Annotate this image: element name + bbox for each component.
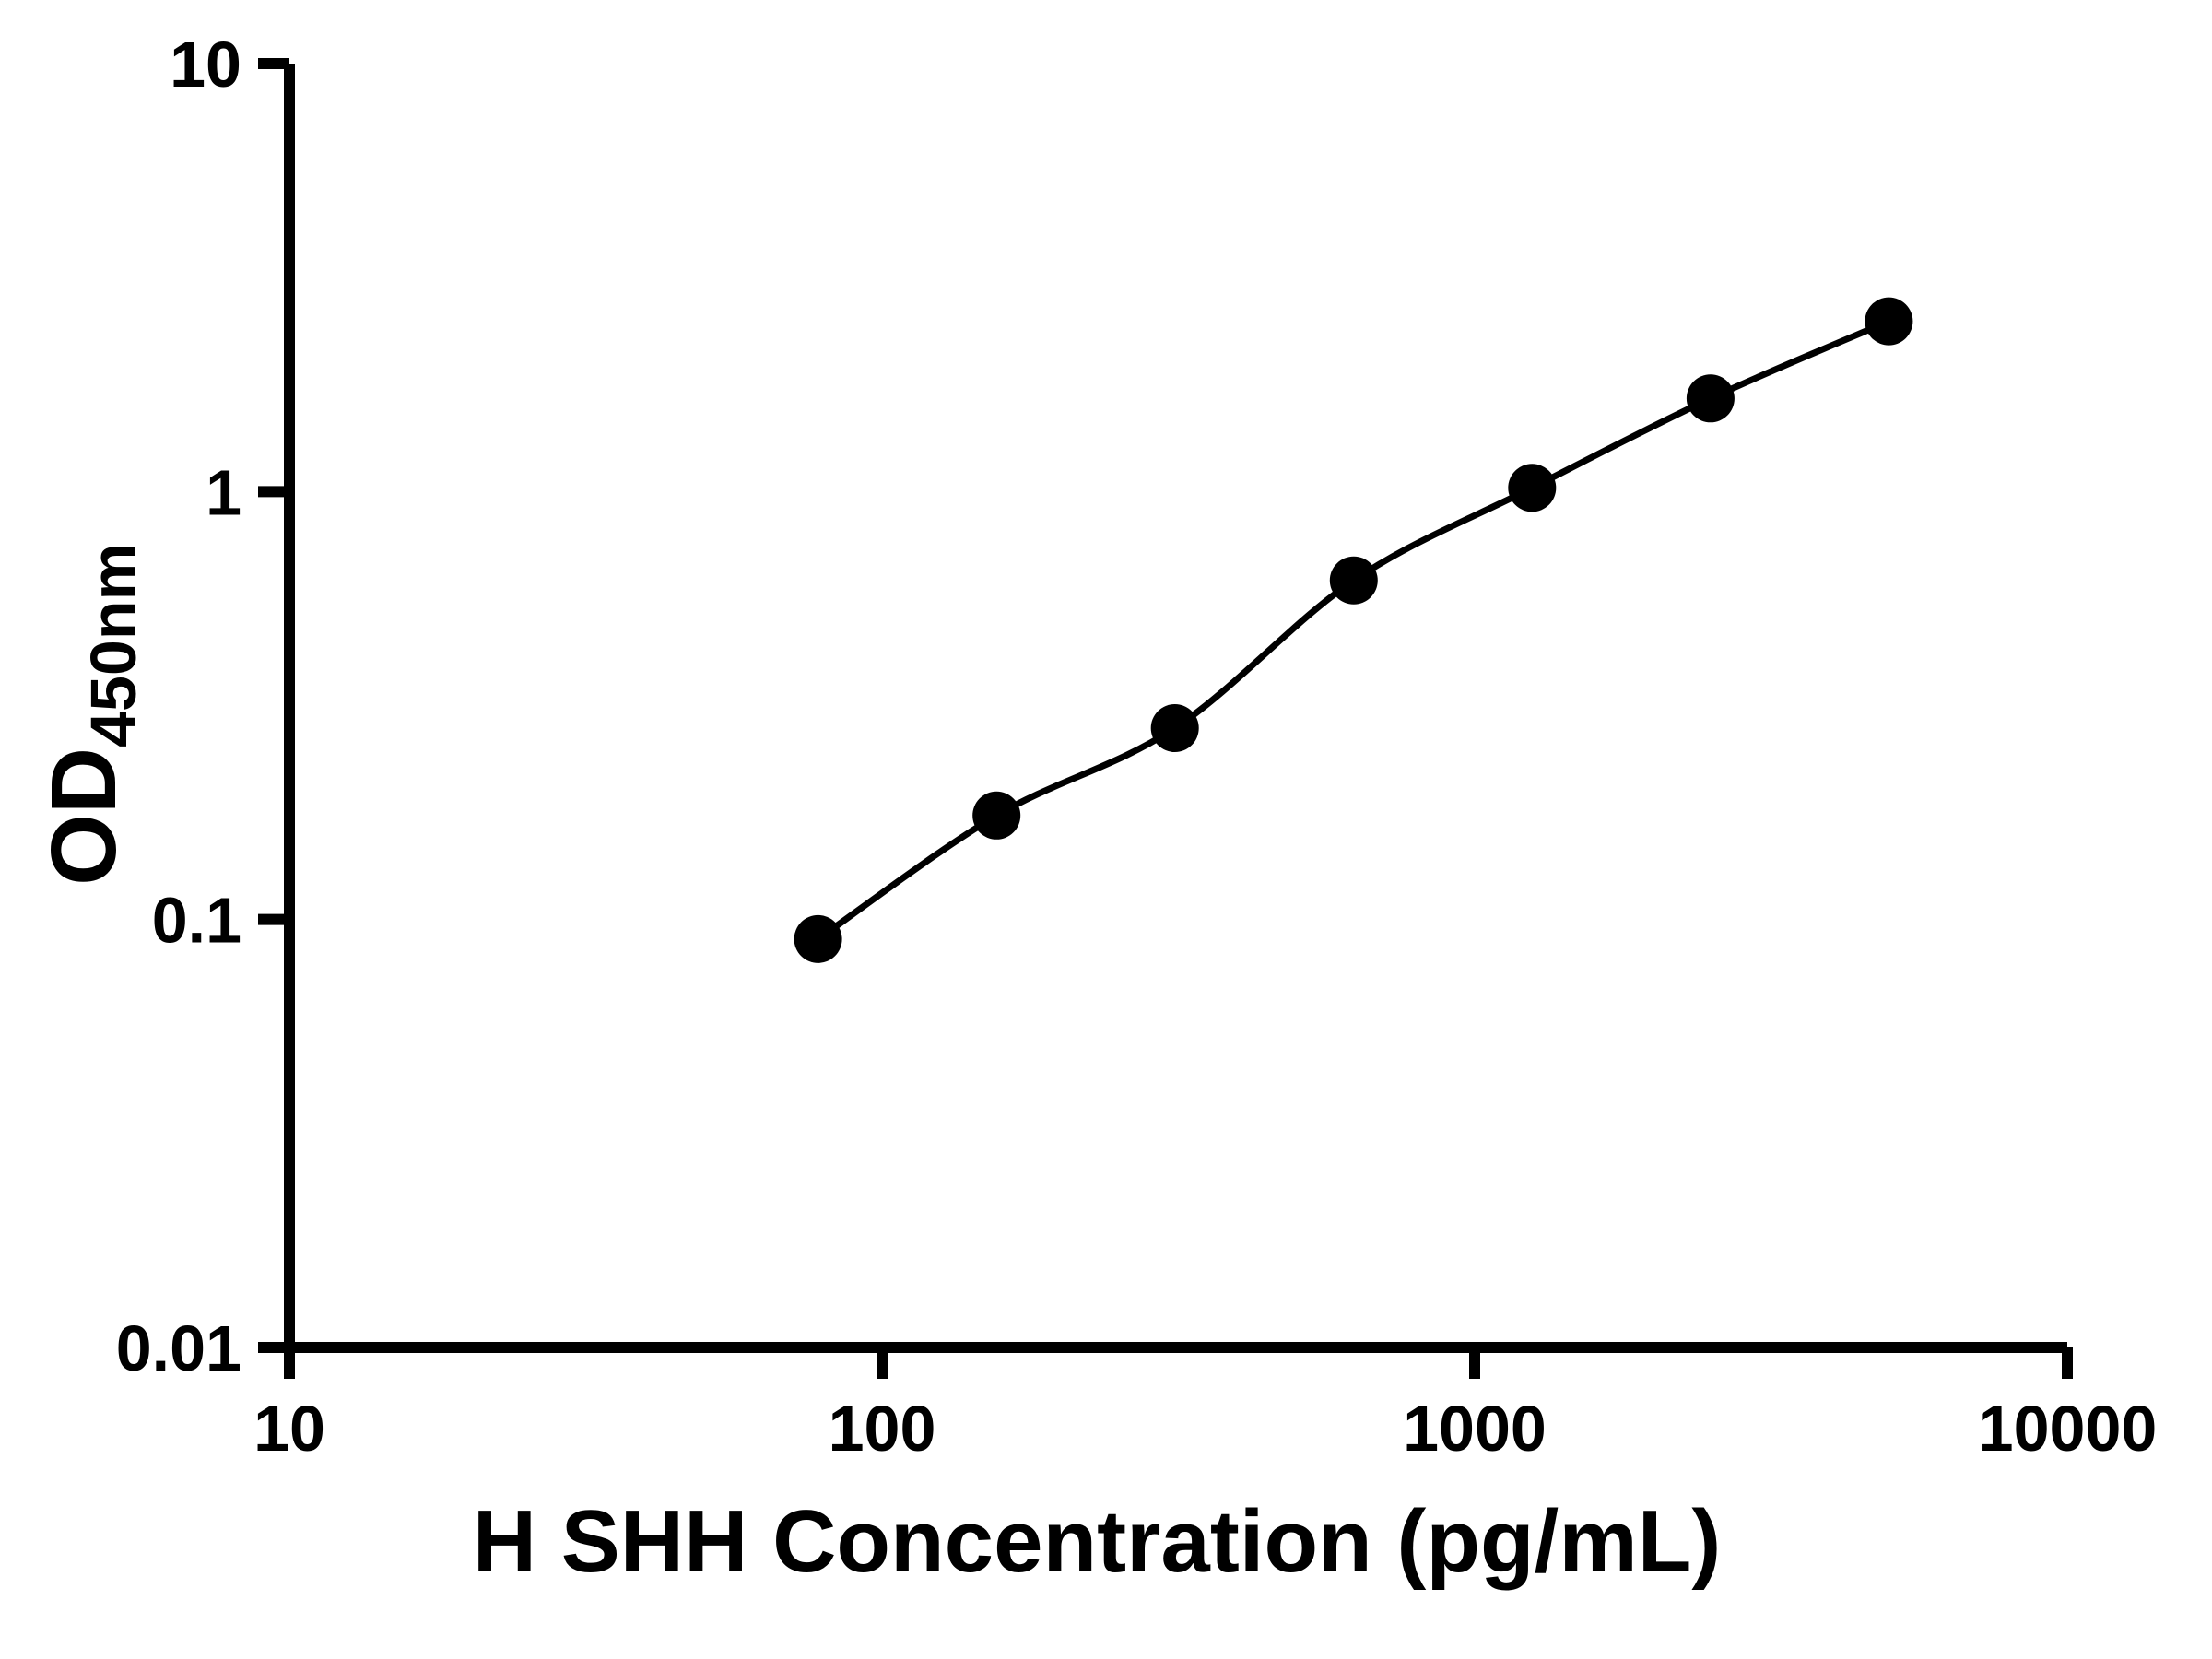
axes [258,58,2073,1379]
x-tick-label: 10000 [1978,1393,2158,1465]
y-tick-label: 0.01 [116,1312,241,1384]
x-axis-title: H SHH Concentration (pg/mL) [473,1492,1722,1591]
data-point-marker [972,791,1021,840]
y-tick-label: 1 [206,456,241,528]
y-axis-title: OD450nm [32,543,149,886]
y-axis-title-main: OD [32,747,135,886]
y-tick-label: 0.1 [152,885,241,957]
x-tick-labels: 10 100 1000 10000 [253,1393,2157,1465]
data-point-marker [1865,297,1913,346]
x-tick-label: 10 [253,1393,325,1465]
data-point-marker [1508,464,1557,512]
data-point-marker [1686,374,1735,423]
data-point-marker [794,914,842,963]
y-tick-label: 10 [170,29,241,100]
y-tick-labels: 0.01 0.1 1 10 [116,29,241,1384]
y-axis-title-subscript: 450nm [77,543,149,747]
data-point-marker [1150,704,1199,752]
data-point-marker [1329,556,1378,605]
data-points [794,297,1913,963]
x-tick-label: 1000 [1403,1393,1547,1465]
x-tick-label: 100 [829,1393,936,1465]
